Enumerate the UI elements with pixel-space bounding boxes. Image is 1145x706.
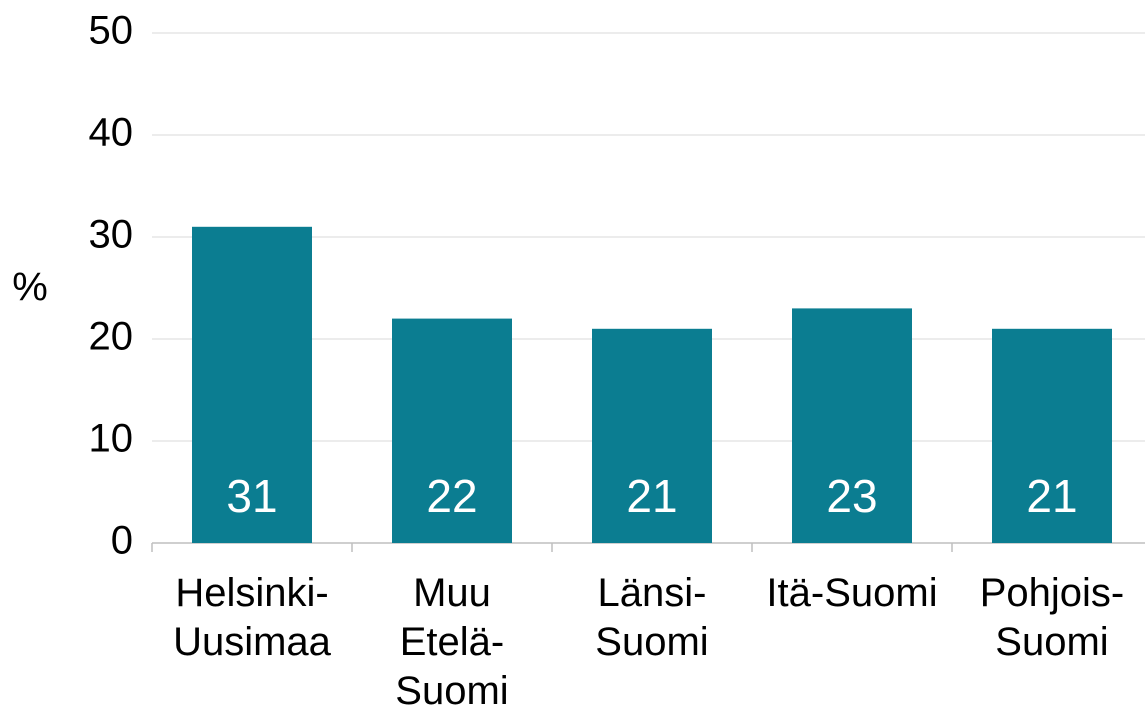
y-tick-label: 50 <box>89 9 134 53</box>
y-tick-label: 0 <box>111 519 133 563</box>
data-label: 22 <box>426 470 477 522</box>
y-tick-label: 10 <box>89 417 134 461</box>
y-tick-label: 20 <box>89 315 134 359</box>
bar <box>792 308 912 543</box>
data-label: 21 <box>1026 470 1077 522</box>
x-tick-label: Itä-Suomi <box>766 571 937 615</box>
x-tick-label: Pohjois-Suomi <box>980 571 1125 664</box>
bar <box>192 226 312 544</box>
y-axis-label: % <box>12 266 48 310</box>
bar <box>592 328 712 543</box>
y-tick-label: 40 <box>89 111 134 155</box>
data-label: 31 <box>226 470 277 522</box>
x-tick-label: Länsi-Suomi <box>595 571 708 664</box>
data-label: 21 <box>626 470 677 522</box>
y-tick-label: 30 <box>89 213 134 257</box>
data-label: 23 <box>826 470 877 522</box>
bar <box>992 328 1112 543</box>
bar <box>392 318 512 543</box>
x-tick-label: Muu Etelä-Suomi <box>395 571 508 706</box>
x-tick-label: Helsinki-Uusimaa <box>173 571 332 664</box>
